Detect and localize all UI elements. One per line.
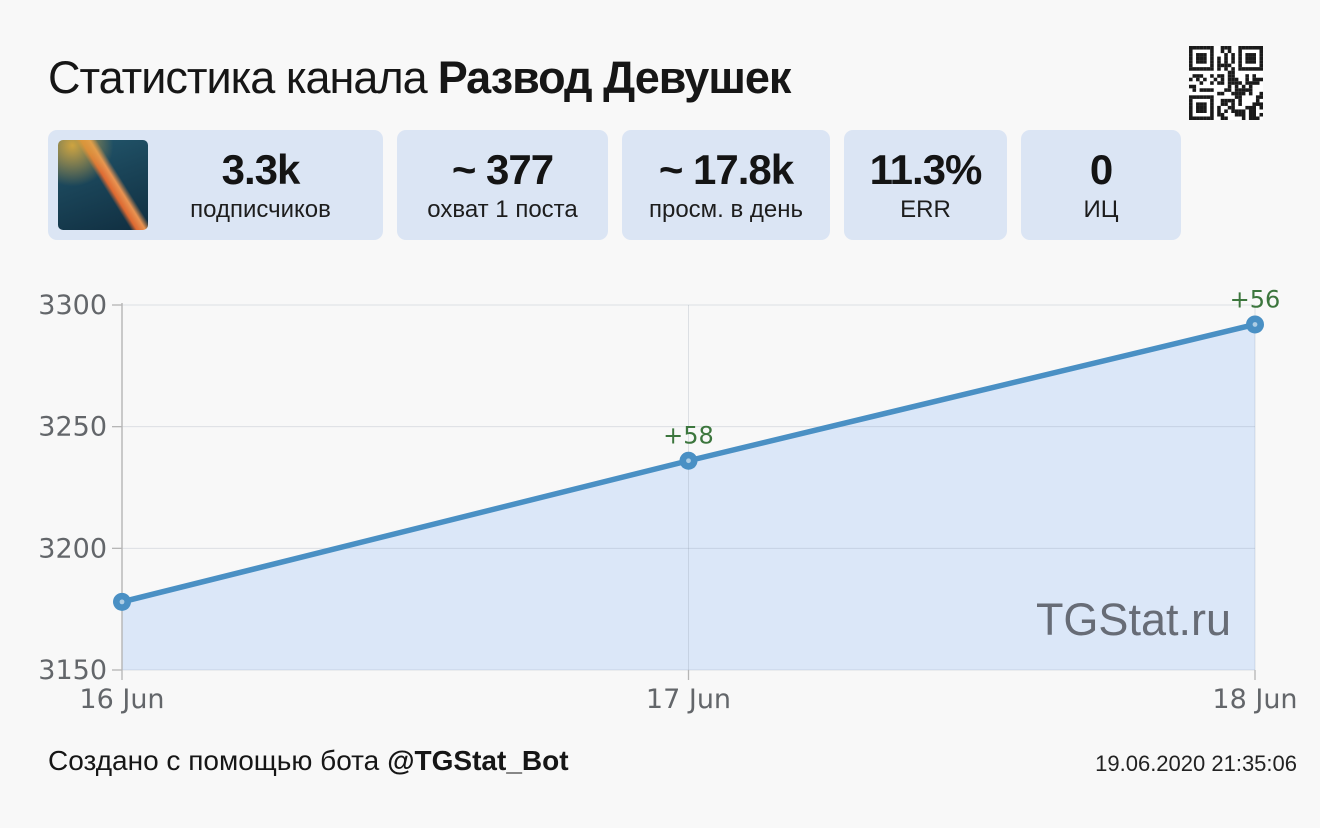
- y-tick-label: 3250: [38, 412, 107, 443]
- post-reach-label: охват 1 поста: [427, 195, 578, 223]
- subscribers-label: подписчиков: [190, 195, 331, 223]
- stat-card-subscribers: 3.3k подписчиков: [48, 130, 383, 240]
- stat-card-post-reach: ~ 377 охват 1 поста: [397, 130, 608, 240]
- generation-timestamp: 19.06.2020 21:35:06: [1095, 751, 1297, 776]
- daily-views-label: просм. в день: [648, 195, 804, 223]
- post-reach-value: ~ 377: [451, 145, 554, 193]
- subscribers-value: 3.3k: [221, 145, 301, 193]
- area-fill: [122, 324, 1255, 670]
- bot-name: @TGStat_Bot: [387, 745, 569, 776]
- citation-index-value: 0: [1089, 145, 1113, 193]
- citation-index-label: ИЦ: [1083, 195, 1119, 223]
- data-point-center: [1252, 322, 1258, 327]
- qr-code-icon: [1189, 46, 1263, 120]
- channel-name: Развод Девушек: [437, 52, 792, 103]
- footer-created-text: Создано с помощью бота @TGStat_Bot: [48, 745, 569, 777]
- delta-label: +58: [663, 422, 714, 450]
- y-tick-label: 3300: [38, 290, 107, 321]
- delta-label: +56: [1230, 285, 1281, 313]
- stat-card-err: 11.3% ERR: [844, 130, 1007, 240]
- stat-card-daily-views: ~ 17.8k просм. в день: [622, 130, 830, 240]
- err-label: ERR: [900, 195, 951, 223]
- x-tick-label: 16 Jun: [79, 684, 164, 715]
- daily-views-value: ~ 17.8k: [658, 145, 794, 193]
- x-tick-label: 18 Jun: [1212, 684, 1297, 715]
- y-tick-label: 3200: [38, 533, 107, 564]
- err-value: 11.3%: [869, 145, 983, 193]
- y-tick-label: 3150: [38, 655, 107, 686]
- data-point-center: [119, 599, 125, 605]
- channel-avatar: [58, 140, 148, 230]
- data-point-center: [686, 458, 691, 464]
- footer-created-prefix: Создано с помощью бота: [48, 745, 380, 776]
- page-title-prefix: Статистика канала: [48, 52, 428, 103]
- stats-cards-row: 3.3k подписчиков ~ 377 охват 1 поста ~ 1…: [48, 130, 1181, 240]
- chart-canvas: 3150 3200 3250 3300 16 Jun 17 Jun 18 Jun TGStat…: [38, 285, 1297, 715]
- subscribers-chart: 3150 3200 3250 3300 16 Jun 17 Jun 18 Jun TGStat…: [0, 268, 1320, 733]
- stat-card-citation-index: 0 ИЦ: [1021, 130, 1181, 240]
- x-tick-label: 17 Jun: [646, 684, 731, 715]
- tgstat-watermark: TGStat.ru: [1036, 594, 1231, 645]
- page-title: Статистика канала Развод Девушек: [48, 52, 792, 103]
